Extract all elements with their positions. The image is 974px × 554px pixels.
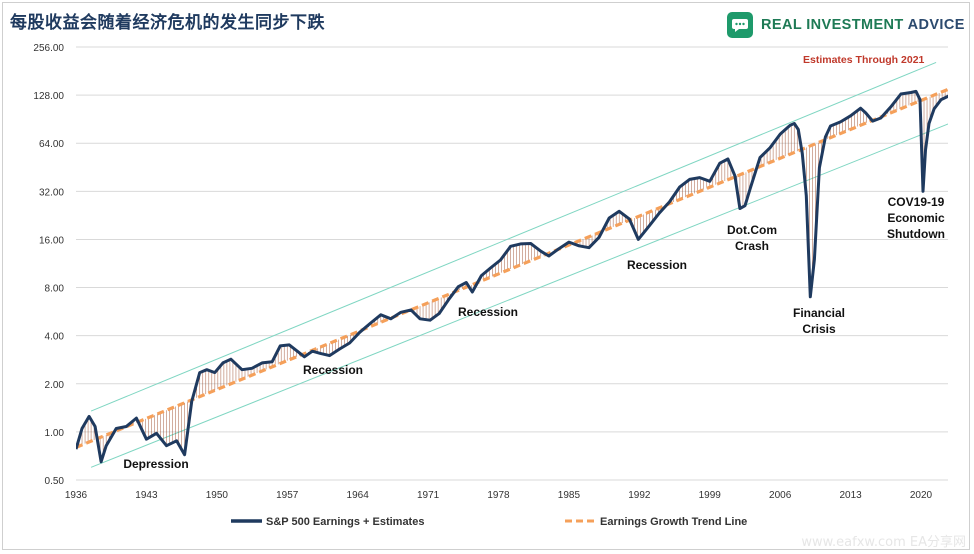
x-tick-label: 2013 — [839, 490, 862, 501]
x-tick-label: 1992 — [628, 490, 651, 501]
channel-bands — [90, 61, 948, 468]
x-tick-label: 1957 — [276, 490, 299, 501]
annotation-label: COV19-19 — [888, 195, 945, 209]
annotation-label: Crisis — [802, 322, 836, 336]
brand-logo: REAL INVESTMENT ADVICE — [727, 12, 965, 38]
watermark: www.eafxw.com EA分享网 — [801, 535, 966, 550]
earnings-series — [76, 89, 948, 464]
y-tick-label: 0.50 — [45, 476, 65, 487]
brand-secondary: ADVICE — [903, 17, 965, 33]
y-tick-label: 8.00 — [45, 284, 65, 295]
y-tick-label: 2.00 — [45, 380, 65, 391]
channel-line — [90, 61, 937, 412]
trend-series — [76, 87, 948, 449]
annotations: Estimates Through 2021 Depression Recessio… — [123, 54, 945, 471]
x-tick-label: 1971 — [417, 490, 440, 501]
annotation-label: Estimates Through 2021 — [803, 54, 925, 66]
brand-primary: REAL INVESTMENT — [761, 17, 904, 33]
annotation-label: Recession — [458, 305, 518, 319]
annotation-label: Financial — [793, 306, 845, 320]
annotation-label: Dot.Com — [727, 223, 777, 237]
x-tick-label: 2006 — [769, 490, 792, 501]
x-tick-label: 1978 — [487, 490, 510, 501]
page-title: 每股收益会随着经济危机的发生同步下跌 — [10, 13, 325, 33]
y-tick-label: 128.00 — [33, 91, 64, 102]
chat-bubble-icon — [727, 12, 753, 38]
x-axis-ticks: 1936 1943 1950 1957 1964 1971 1978 1985 1992 1999… — [65, 490, 933, 501]
y-tick-label: 32.00 — [39, 187, 64, 198]
x-tick-label: 1936 — [65, 490, 88, 501]
x-tick-label: 1950 — [206, 490, 229, 501]
legend-label-earnings: S&P 500 Earnings + Estimates — [266, 516, 424, 528]
legend-label-trend: Earnings Growth Trend Line — [600, 516, 747, 528]
x-tick-label: 1964 — [347, 490, 370, 501]
y-tick-label: 64.00 — [39, 139, 64, 150]
x-tick-label: 1985 — [558, 490, 581, 501]
y-tick-label: 4.00 — [45, 332, 65, 343]
legend: S&P 500 Earnings + Estimates Earnings Gro… — [231, 516, 747, 528]
y-tick-label: 256.00 — [33, 43, 64, 54]
y-axis-ticks: 256.00 128.00 64.00 32.00 16.00 8.00 4.00 2.00 1… — [33, 43, 64, 487]
x-tick-label: 2020 — [910, 490, 933, 501]
trend-line — [76, 87, 948, 449]
annotation-label: Crash — [735, 239, 769, 253]
deviation-hatching — [76, 89, 948, 456]
y-tick-label: 16.00 — [39, 235, 64, 246]
annotation-label: Recession — [303, 363, 363, 377]
x-tick-label: 1943 — [135, 490, 158, 501]
annotation-label: Recession — [627, 258, 687, 272]
annotation-label: Depression — [123, 457, 188, 471]
brand-name: REAL INVESTMENT ADVICE — [761, 17, 965, 33]
earnings-line — [76, 89, 948, 464]
grid-lines — [76, 46, 948, 481]
annotation-label: Economic — [887, 211, 945, 225]
y-tick-label: 1.00 — [45, 428, 65, 439]
x-tick-label: 1999 — [699, 490, 722, 501]
annotation-label: Shutdown — [887, 227, 945, 241]
